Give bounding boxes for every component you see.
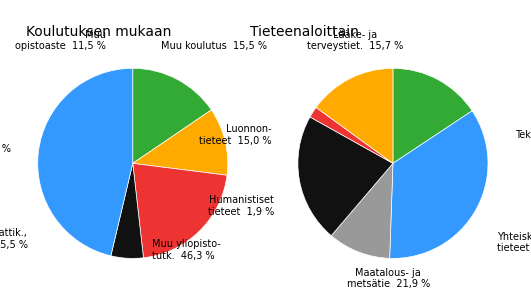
Text: Tohtorit  21,2 %: Tohtorit 21,2 % <box>0 144 11 154</box>
Wedge shape <box>133 110 228 175</box>
Wedge shape <box>298 117 393 236</box>
Wedge shape <box>310 108 393 163</box>
Text: Luonnon-
tieteet  15,0 %: Luonnon- tieteet 15,0 % <box>199 124 271 146</box>
Text: Muu
opistoaste  11,5 %: Muu opistoaste 11,5 % <box>15 30 106 51</box>
Text: Lääke- ja
terveystiet.  15,7 %: Lääke- ja terveystiet. 15,7 % <box>307 30 403 51</box>
Wedge shape <box>133 163 227 258</box>
Wedge shape <box>133 68 211 163</box>
Text: Koulutuksen mukaan: Koulutuksen mukaan <box>26 25 171 39</box>
Text: Tieteenaloittain: Tieteenaloittain <box>251 25 359 39</box>
Wedge shape <box>390 111 488 258</box>
Text: Muu yliopisto-
tutk.  46,3 %: Muu yliopisto- tutk. 46,3 % <box>152 239 220 261</box>
Text: Tekniikka  34,9 %: Tekniikka 34,9 % <box>515 130 531 140</box>
Wedge shape <box>111 163 143 258</box>
Wedge shape <box>331 163 393 258</box>
Text: Ammattik.,
opistoins.  5,5 %: Ammattik., opistoins. 5,5 % <box>0 228 28 249</box>
Wedge shape <box>316 68 393 163</box>
Wedge shape <box>393 68 472 163</box>
Text: Yhteiskunta-
tieteet  10,7 %: Yhteiskunta- tieteet 10,7 % <box>498 232 531 253</box>
Text: Maatalous- ja
metsätie  21,9 %: Maatalous- ja metsätie 21,9 % <box>347 268 430 290</box>
Wedge shape <box>38 68 133 256</box>
Text: Muu koulutus  15,5 %: Muu koulutus 15,5 % <box>161 41 267 51</box>
Text: Humanistiset
tieteet  1,9 %: Humanistiset tieteet 1,9 % <box>208 195 274 217</box>
